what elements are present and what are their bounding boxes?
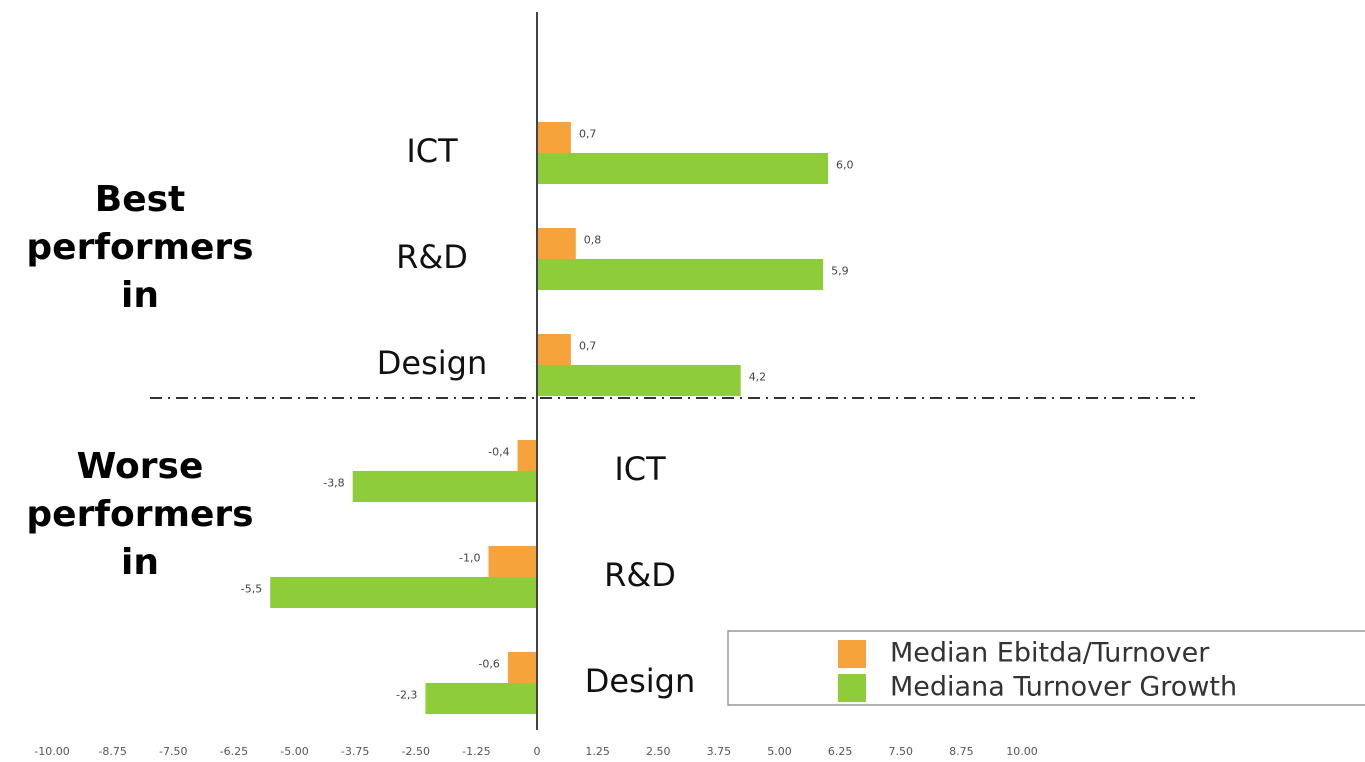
bar	[517, 440, 537, 471]
legend-swatch	[838, 640, 866, 668]
x-tick-label: 1.25	[585, 745, 610, 758]
x-tick-label: 3.75	[707, 745, 732, 758]
x-tick-label: -7.50	[159, 745, 187, 758]
x-tick-label: 10.00	[1006, 745, 1038, 758]
bar	[488, 546, 537, 577]
legend-label: Median Ebitda/Turnover	[890, 638, 1210, 669]
data-label: -0,4	[488, 446, 509, 459]
data-label: -3,8	[323, 477, 344, 490]
x-tick-label: 8.75	[949, 745, 974, 758]
bar	[425, 683, 537, 714]
category-label: Design	[585, 662, 695, 700]
x-tick-label: -5.00	[280, 745, 308, 758]
legend-label: Mediana Turnover Growth	[890, 672, 1237, 703]
data-label: 6,0	[836, 159, 854, 172]
bar	[537, 153, 828, 184]
category-label: ICT	[614, 450, 666, 488]
x-tick-label: -1.25	[462, 745, 490, 758]
data-label: 5,9	[831, 265, 849, 278]
category-label: R&D	[396, 238, 468, 276]
bar	[537, 122, 571, 153]
x-tick-label: 0	[534, 745, 541, 758]
bar	[537, 228, 576, 259]
bar	[537, 365, 741, 396]
data-label: 0,7	[579, 128, 597, 141]
x-tick-label: -8.75	[98, 745, 126, 758]
data-label: 0,8	[584, 234, 602, 247]
x-tick-label: -2.50	[402, 745, 430, 758]
x-tick-label: 2.50	[646, 745, 671, 758]
category-label: ICT	[406, 132, 458, 170]
group-label: Best performers in	[26, 179, 254, 316]
bar	[537, 334, 571, 365]
legend-swatch	[838, 674, 866, 702]
x-tick-label: 6.25	[828, 745, 853, 758]
category-label: R&D	[604, 556, 676, 594]
legend-box	[727, 630, 1365, 706]
data-label: -2,3	[396, 689, 417, 702]
x-tick-label: 7.50	[889, 745, 914, 758]
bar	[352, 471, 537, 502]
data-label: 0,7	[579, 340, 597, 353]
x-tick-label: -3.75	[341, 745, 369, 758]
x-tick-label: 5.00	[767, 745, 792, 758]
group-label: Worse performers in	[26, 446, 254, 583]
data-label: -0,6	[478, 658, 499, 671]
bar	[537, 259, 824, 290]
category-label: Design	[377, 344, 487, 382]
x-tick-label: -6.25	[220, 745, 248, 758]
data-label: -1,0	[459, 552, 480, 565]
bar	[270, 577, 537, 608]
x-tick-label: -10.00	[34, 745, 69, 758]
data-label: -5,5	[241, 583, 262, 596]
bar	[507, 652, 537, 683]
data-label: 4,2	[749, 371, 767, 384]
